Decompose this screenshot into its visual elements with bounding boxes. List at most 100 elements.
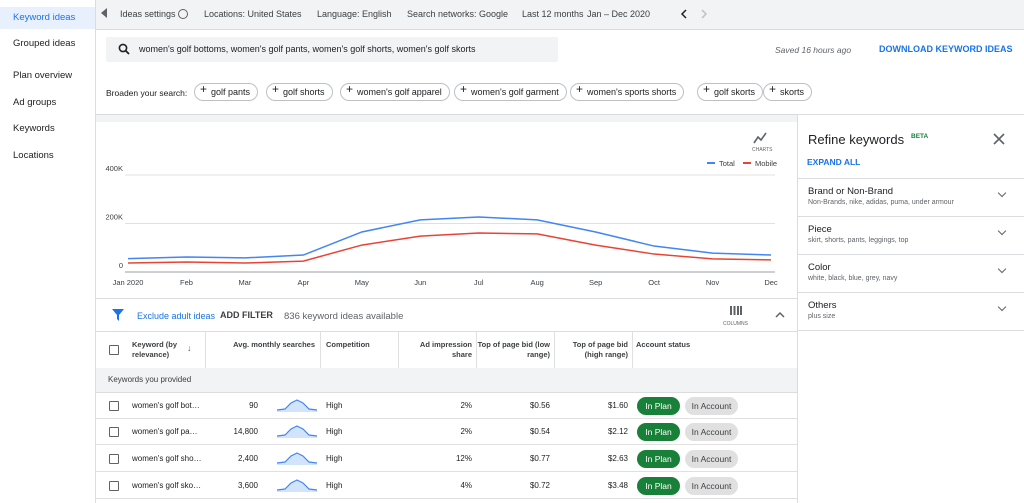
- chevron[interactable]: [997, 264, 1007, 274]
- checkbox[interactable]: [109, 345, 119, 355]
- sparkline: [277, 425, 317, 438]
- x-tick-label: May: [355, 278, 369, 287]
- columns-label[interactable]: COLUMNS: [723, 321, 749, 327]
- section-title[interactable]: Others: [808, 300, 837, 311]
- cell: $0.77: [529, 454, 550, 463]
- cell: $1.60: [607, 401, 628, 410]
- chip-plus: +: [200, 82, 208, 96]
- x-tick-label: Oct: [648, 278, 661, 287]
- legend-label: Mobile: [755, 159, 777, 168]
- chip[interactable]: women's golf apparel: [340, 83, 450, 101]
- cell: High: [326, 401, 343, 410]
- sparkline: [277, 399, 317, 412]
- cell: 4%: [460, 481, 472, 490]
- in-account-button[interactable]: In Account: [685, 397, 738, 415]
- top-bar-networks[interactable]: Search networks: Google: [407, 9, 509, 19]
- sidebar-item[interactable]: Keywords: [13, 123, 55, 134]
- sort-arrow: ↓: [187, 343, 192, 353]
- sidebar-item[interactable]: Locations: [13, 150, 54, 161]
- chip[interactable]: golf pants: [194, 83, 259, 101]
- chip[interactable]: skorts: [763, 83, 813, 101]
- checkbox[interactable]: [109, 481, 119, 491]
- checkbox[interactable]: [109, 427, 119, 437]
- top-bar-settings[interactable]: Ideas settings: [120, 9, 176, 19]
- cell: $0.54: [529, 427, 550, 436]
- search-box[interactable]: [106, 37, 558, 62]
- section-title[interactable]: Piece: [808, 224, 832, 235]
- row-line: [96, 471, 797, 472]
- checkbox[interactable]: [109, 454, 119, 464]
- charts-label[interactable]: CHARTS: [752, 147, 773, 153]
- in-plan-button[interactable]: In Plan: [637, 423, 680, 441]
- chevron[interactable]: [997, 226, 1007, 236]
- top-bar-locations[interactable]: Locations: United States: [204, 9, 302, 19]
- column-header[interactable]: Top of page bid (low range): [477, 340, 550, 359]
- cell: $0.72: [529, 481, 550, 490]
- cell: women's golf pa…: [132, 427, 198, 436]
- top-bar: [95, 0, 1024, 30]
- top-bar-period[interactable]: Last 12 months: [522, 9, 584, 19]
- sparkline: [277, 452, 317, 465]
- chip[interactable]: golf skorts: [697, 83, 764, 101]
- refine-title: Refine keywords: [808, 132, 905, 147]
- chip[interactable]: women's golf garment: [454, 83, 567, 101]
- sidebar-item[interactable]: Grouped ideas: [13, 38, 76, 49]
- panel-border: [797, 115, 798, 503]
- column-header[interactable]: Keyword (by relevance): [132, 340, 178, 359]
- period-nav[interactable]: [680, 9, 710, 19]
- collapse-arrow[interactable]: [100, 8, 108, 18]
- in-account-button[interactable]: In Account: [685, 423, 738, 441]
- x-tick-label: Aug: [531, 278, 544, 287]
- column-header[interactable]: Top of page bid (high range): [572, 340, 628, 359]
- filter-icon[interactable]: [112, 309, 124, 321]
- column-header[interactable]: Account status: [636, 340, 691, 349]
- in-plan-button[interactable]: In Plan: [637, 397, 680, 415]
- section-title[interactable]: Brand or Non-Brand: [808, 186, 894, 197]
- x-tick-label: Dec: [764, 278, 778, 287]
- sidebar-item[interactable]: Ad groups: [13, 97, 57, 108]
- search-icon: [118, 43, 130, 55]
- download-link[interactable]: DOWNLOAD KEYWORD IDEAS: [879, 44, 1013, 54]
- in-plan-button[interactable]: In Plan: [637, 477, 680, 495]
- column-header[interactable]: Ad impression share: [419, 340, 472, 359]
- exclude-adult[interactable]: Exclude adult ideas: [137, 311, 216, 321]
- add-filter[interactable]: ADD FILTER: [220, 310, 273, 320]
- sidebar-item[interactable]: Keyword ideas: [13, 12, 76, 23]
- legend-label: Total: [719, 159, 735, 168]
- checkbox[interactable]: [109, 401, 119, 411]
- section-title[interactable]: Color: [808, 262, 831, 273]
- expand-all[interactable]: EXPAND ALL: [807, 157, 861, 167]
- close-icon[interactable]: [993, 133, 1005, 145]
- cell: 12%: [455, 454, 472, 463]
- sidebar-item[interactable]: Plan overview: [13, 70, 73, 81]
- column-header[interactable]: Competition: [326, 340, 370, 349]
- row-line: [96, 498, 797, 499]
- section-subtitle: plus size: [808, 313, 836, 320]
- x-tick-label: Sep: [589, 278, 602, 287]
- info-icon: [178, 9, 188, 19]
- columns-icon[interactable]: [730, 306, 742, 315]
- sidebar-selected: [0, 7, 95, 29]
- cell: women's golf bot…: [132, 401, 200, 410]
- top-bar-range[interactable]: Jan – Dec 2020: [587, 9, 651, 19]
- column-divider: [632, 332, 633, 368]
- chip[interactable]: women's sports shorts: [570, 83, 685, 101]
- column-header[interactable]: Avg. monthly searches: [233, 340, 315, 349]
- search-query[interactable]: women's golf bottoms, women's golf pants…: [139, 44, 476, 54]
- charts-icon[interactable]: [753, 132, 767, 144]
- chevron[interactable]: [997, 188, 1007, 198]
- chip[interactable]: golf shorts: [266, 83, 333, 101]
- column-divider: [205, 332, 206, 368]
- section-subtitle: Non-Brands, nike, adidas, puma, under ar…: [808, 199, 954, 206]
- y-tick-label: 400K: [105, 164, 123, 173]
- top-bar-language[interactable]: Language: English: [317, 9, 392, 19]
- idea-count: 836 keyword ideas available: [284, 311, 404, 322]
- section-divider: [798, 330, 1024, 331]
- sparkline: [277, 479, 317, 492]
- section-divider: [798, 216, 1024, 217]
- in-plan-button[interactable]: In Plan: [637, 450, 680, 468]
- in-account-button[interactable]: In Account: [685, 477, 738, 495]
- in-account-button[interactable]: In Account: [685, 450, 738, 468]
- chevron[interactable]: [997, 302, 1007, 312]
- collapse-table[interactable]: [775, 311, 785, 318]
